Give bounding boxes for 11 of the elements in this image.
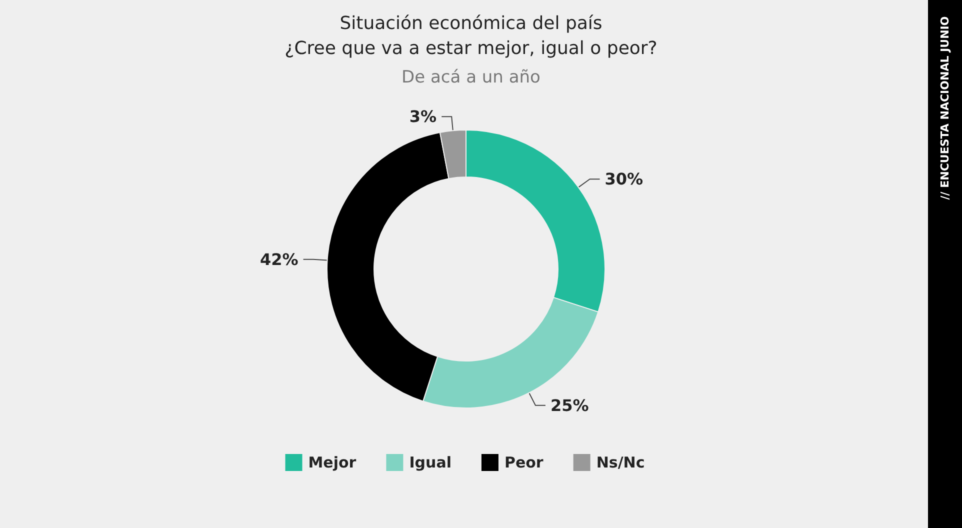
legend-label: Ns/Nc — [596, 454, 645, 472]
chart-subtitle: De acá a un año — [402, 68, 540, 88]
chart-title: Situación económica del país ¿Cree que va a estar mejor, igual o peor? — [284, 13, 658, 59]
data-label: 42% — [260, 250, 298, 269]
data-label: 25% — [550, 396, 589, 415]
legend-label: Mejor — [308, 454, 357, 472]
legend-label: Igual — [409, 454, 452, 472]
data-label: 30% — [604, 170, 644, 189]
legend-label: Peor — [504, 454, 544, 472]
data-label: 3% — [409, 107, 437, 126]
text: // ENCUESTA NACIONAL JUNIO — [938, 16, 952, 200]
